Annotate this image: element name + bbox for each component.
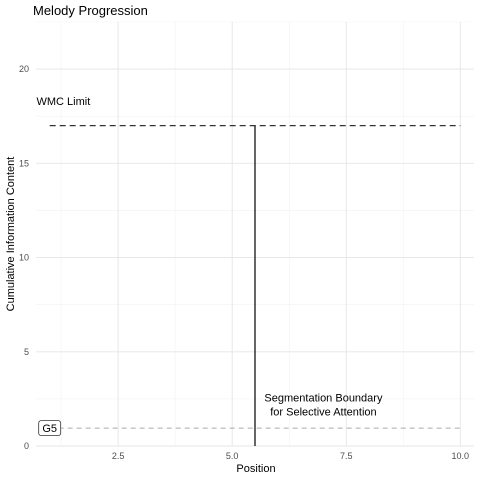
x-tick-labels: 2.5 5.0 7.5 10.0 — [112, 451, 469, 461]
y-tick-label: 5 — [24, 347, 29, 357]
x-axis-title: Position — [236, 463, 275, 475]
x-tick-label: 2.5 — [112, 451, 125, 461]
x-tick-label: 7.5 — [340, 451, 353, 461]
x-tick-label: 10.0 — [452, 451, 470, 461]
y-tick-labels: 0 5 10 15 20 — [19, 64, 29, 451]
y-tick-label: 10 — [19, 253, 29, 263]
x-tick-label: 5.0 — [226, 451, 239, 461]
segmentation-label-line2: for Selective Attention — [270, 407, 376, 419]
note-label-box — [38, 420, 62, 436]
y-tick-label: 0 — [24, 441, 29, 451]
wmc-limit-label: WMC Limit — [36, 96, 90, 108]
chart-marks: WMC Limit Segmentation Boundary for Select… — [36, 96, 461, 446]
note-label: G5 — [42, 423, 57, 435]
segmentation-label-line1: Segmentation Boundary — [264, 393, 383, 405]
y-tick-label: 20 — [19, 64, 29, 74]
chart-title: Melody Progression — [33, 3, 148, 18]
y-tick-label: 15 — [19, 158, 29, 168]
y-axis-title: Cumulative Information Content — [5, 157, 17, 312]
